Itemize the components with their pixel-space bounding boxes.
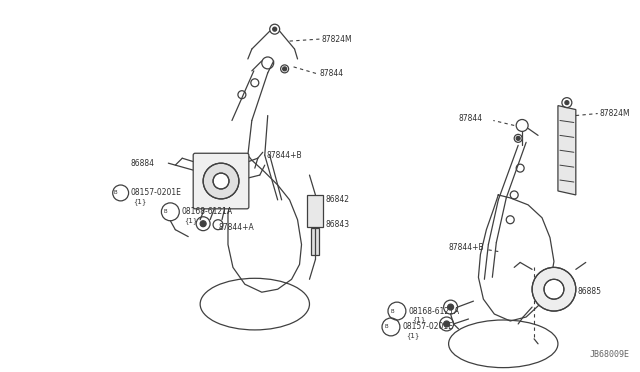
Text: {1}: {1}: [406, 333, 419, 339]
Circle shape: [447, 304, 454, 310]
Text: {1}: {1}: [134, 199, 147, 205]
Circle shape: [203, 163, 239, 199]
Text: 87824M: 87824M: [321, 35, 352, 44]
Text: 86842: 86842: [325, 195, 349, 204]
Circle shape: [532, 267, 576, 311]
Text: B: B: [384, 324, 388, 330]
Text: 08168-6121A: 08168-6121A: [409, 307, 460, 315]
Text: 87844: 87844: [319, 69, 344, 78]
Text: 87844+B: 87844+B: [267, 151, 302, 160]
Text: JB68009E: JB68009E: [589, 350, 630, 359]
Text: B: B: [164, 209, 167, 214]
Circle shape: [200, 221, 206, 227]
Text: 86885: 86885: [578, 287, 602, 296]
Text: 87844: 87844: [458, 114, 483, 123]
Text: {1}: {1}: [184, 217, 198, 224]
Text: {1}: {1}: [412, 317, 425, 323]
Text: B: B: [114, 190, 118, 195]
Circle shape: [516, 137, 520, 140]
Text: 87844+A: 87844+A: [218, 223, 254, 232]
Text: 86843: 86843: [325, 220, 349, 229]
Text: 87844+B: 87844+B: [449, 243, 484, 252]
Bar: [312, 228, 319, 256]
Circle shape: [544, 279, 564, 299]
Text: 08157-0201E: 08157-0201E: [131, 189, 182, 198]
Text: 08157-0201E: 08157-0201E: [403, 323, 454, 331]
Circle shape: [565, 101, 569, 105]
FancyBboxPatch shape: [193, 153, 249, 209]
Circle shape: [283, 67, 287, 71]
Bar: [307, 195, 323, 227]
Circle shape: [273, 27, 276, 31]
Polygon shape: [558, 106, 576, 195]
Text: B: B: [390, 308, 394, 314]
Text: 08168-6121A: 08168-6121A: [181, 207, 232, 216]
Circle shape: [444, 321, 450, 327]
Text: 86884: 86884: [131, 159, 155, 168]
Text: 87824M: 87824M: [600, 109, 630, 118]
Circle shape: [213, 173, 229, 189]
